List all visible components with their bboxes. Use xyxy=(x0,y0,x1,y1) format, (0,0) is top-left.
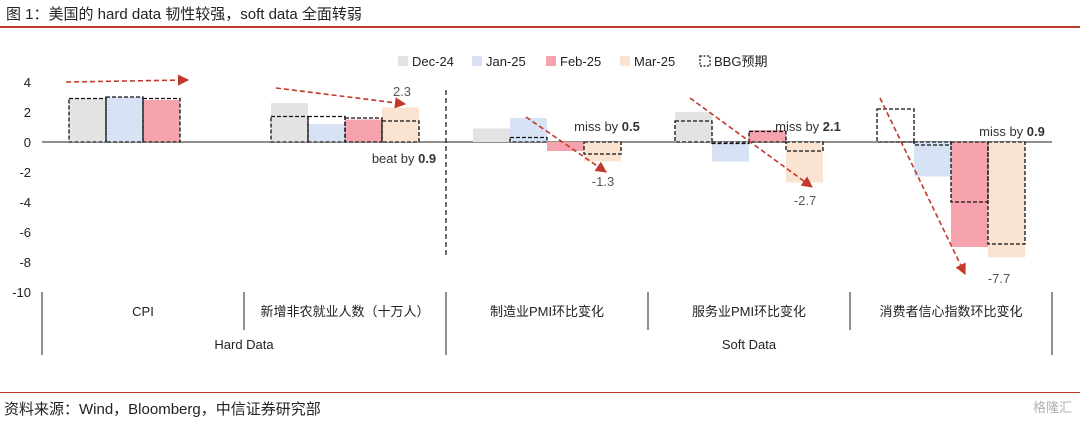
expectation-box-cat2-s1 xyxy=(509,136,548,143)
legend-label: Dec-24 xyxy=(412,54,454,69)
trend-arrow xyxy=(689,97,813,188)
bar-dec-24-cat1 xyxy=(271,103,308,142)
category-label: CPI xyxy=(132,304,154,319)
legend-label: Mar-25 xyxy=(634,54,675,69)
group-label: Soft Data xyxy=(722,337,777,352)
expectation-box-cat0-s0 xyxy=(68,97,107,143)
data-label: -7.7 xyxy=(988,271,1010,286)
y-tick-label: 2 xyxy=(24,105,31,120)
beat-miss-annotation: miss by 0.5 xyxy=(574,119,640,134)
expectation-box-cat1-s0 xyxy=(270,115,309,143)
legend-swatch xyxy=(546,56,556,66)
y-tick-label: -10 xyxy=(12,285,31,300)
category-label: 消费者信心指数环比变化 xyxy=(879,304,1022,319)
expectation-box-cat0-s2 xyxy=(142,97,181,143)
y-tick-label: -6 xyxy=(19,225,31,240)
bottom-rule xyxy=(0,392,1080,393)
y-tick-label: 4 xyxy=(24,75,31,90)
bar-feb-25-cat3 xyxy=(749,130,786,142)
category-label: 服务业PMI环比变化 xyxy=(692,304,806,319)
top-rule xyxy=(0,26,1080,28)
data-label: -1.3 xyxy=(592,174,614,189)
category-label: 新增非农就业人数（十万人） xyxy=(260,304,429,319)
bar-jan-25-cat2 xyxy=(510,118,547,142)
figure-title: 图 1：美国的 hard data 韧性较强，soft data 全面转弱 xyxy=(6,6,362,23)
expectation-box-cat4-s0 xyxy=(876,108,915,143)
beat-miss-annotation: miss by 2.1 xyxy=(775,119,841,134)
expectation-box-cat2-s3 xyxy=(583,141,622,155)
bar-feb-25-cat4 xyxy=(951,142,988,247)
legend-swatch xyxy=(398,56,408,66)
legend-swatch xyxy=(620,56,630,66)
watermark: 格隆汇 xyxy=(1032,400,1072,415)
category-label: 制造业PMI环比变化 xyxy=(490,304,604,319)
expectation-box-cat1-s3 xyxy=(381,120,420,143)
y-tick-label: -4 xyxy=(19,195,31,210)
y-tick-label: 0 xyxy=(24,135,31,150)
trend-arrow xyxy=(65,74,190,86)
expectation-box-cat3-s2 xyxy=(748,130,787,143)
legend-swatch xyxy=(472,56,482,66)
expectation-box-cat1-s2 xyxy=(344,117,383,143)
bar-mar-25-cat3 xyxy=(786,142,823,183)
data-label: -2.7 xyxy=(794,193,816,208)
bar-feb-25-cat1 xyxy=(345,119,382,142)
bar-feb-25-cat2 xyxy=(547,142,584,151)
bar-feb-25-cat0 xyxy=(143,100,180,142)
y-tick-label: -8 xyxy=(19,255,31,270)
bar-dec-24-cat3 xyxy=(675,112,712,142)
bar-mar-25-cat4 xyxy=(988,142,1025,258)
expectation-box-cat4-s3 xyxy=(987,141,1026,245)
y-tick-label: -2 xyxy=(19,165,31,180)
bar-mar-25-cat1 xyxy=(382,107,419,142)
trend-arrow xyxy=(275,87,407,109)
beat-miss-annotation: beat by 0.9 xyxy=(372,151,436,166)
bar-mar-25-cat2 xyxy=(584,142,621,162)
legend-swatch xyxy=(699,55,711,67)
expectation-box-cat3-s3 xyxy=(785,141,824,152)
source-note: 资料来源：Wind，Bloomberg，中信证券研究部 xyxy=(4,401,321,418)
legend-label: BBG预期 xyxy=(714,54,767,69)
legend-label: Feb-25 xyxy=(560,54,601,69)
group-label: Hard Data xyxy=(214,337,274,352)
bar-jan-25-cat4 xyxy=(914,142,951,177)
expectation-box-cat3-s1 xyxy=(711,141,750,145)
legend-label: Jan-25 xyxy=(486,54,526,69)
expectation-box-cat0-s1 xyxy=(105,96,144,143)
expectation-box-cat3-s0 xyxy=(674,120,713,143)
bar-dec-24-cat0 xyxy=(69,98,106,142)
trend-arrow xyxy=(525,116,607,173)
bar-jan-25-cat3 xyxy=(712,142,749,162)
beat-miss-annotation: miss by 0.9 xyxy=(979,124,1045,139)
data-label: 2.3 xyxy=(393,84,411,99)
bar-jan-25-cat0 xyxy=(106,97,143,142)
chart: -10 -8 -6 -4 -2 0 2 4 2.3 beat by 0.9 miss by 0.5 -… xyxy=(12,54,1053,355)
trend-arrow xyxy=(879,97,966,276)
bar-dec-24-cat2 xyxy=(473,128,510,142)
bar-jan-25-cat1 xyxy=(308,124,345,142)
